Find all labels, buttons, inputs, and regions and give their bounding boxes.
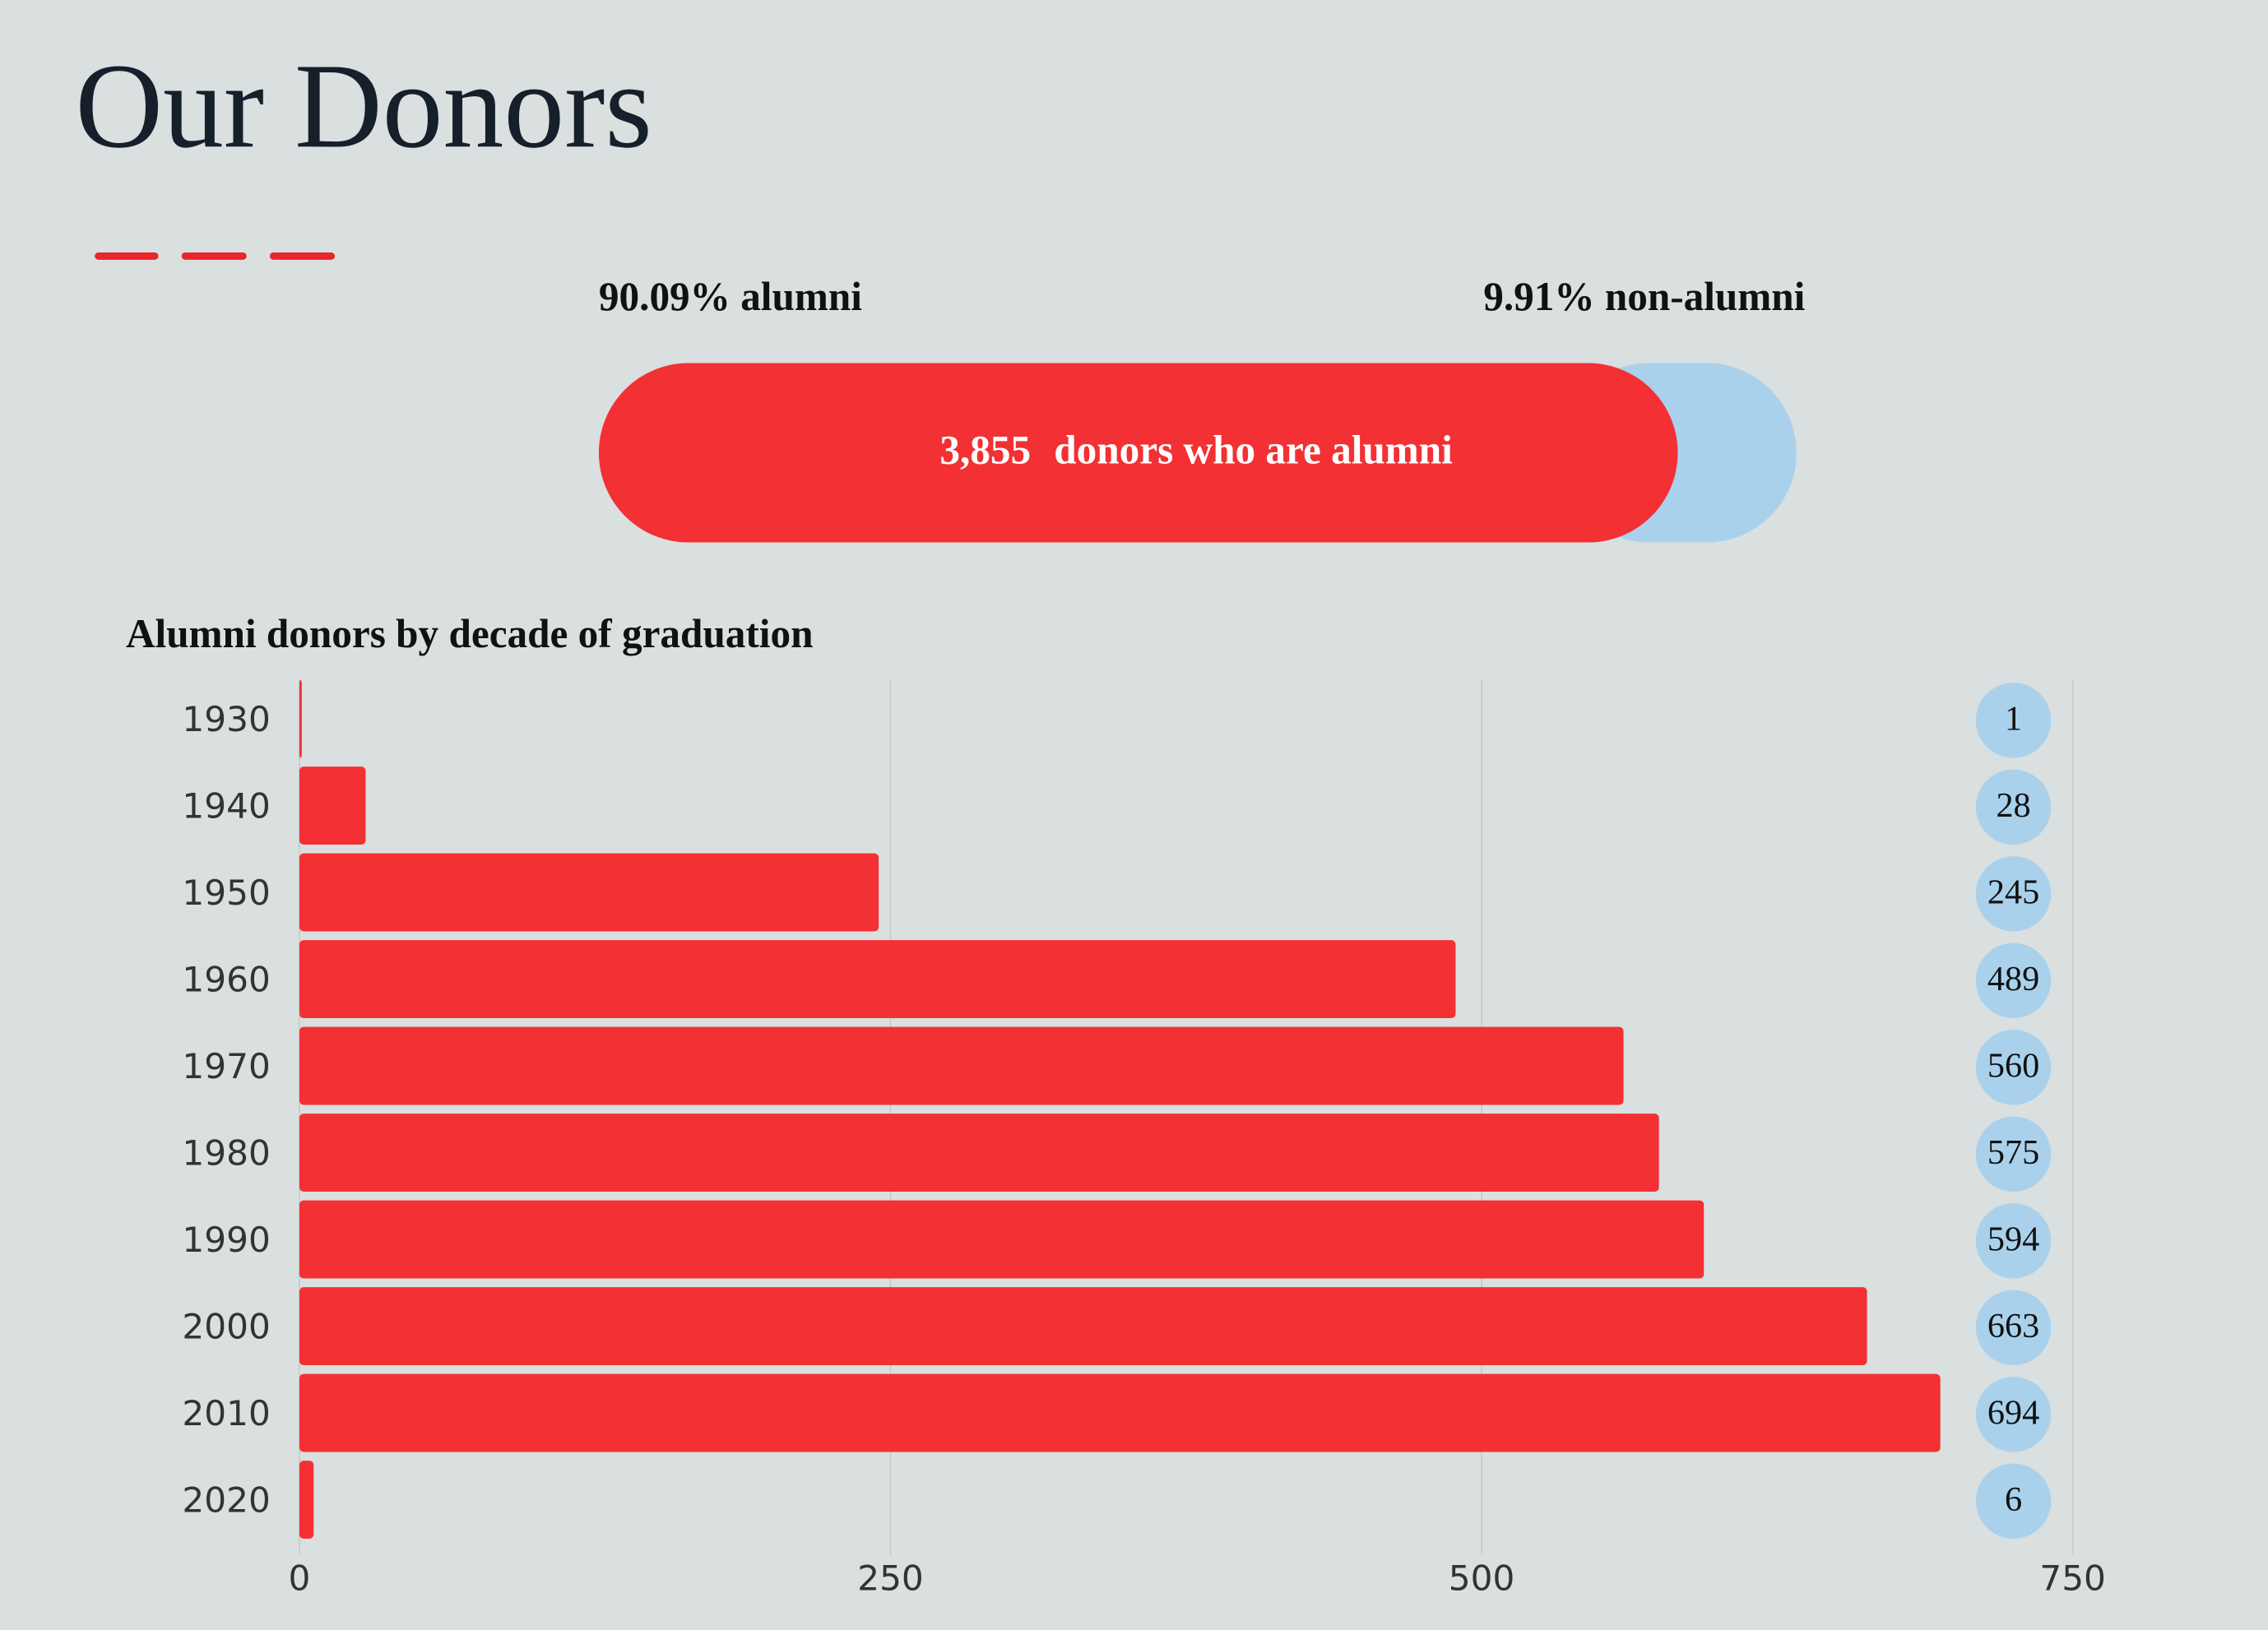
y-tick-label: 1990 xyxy=(182,1220,270,1260)
bar xyxy=(299,940,1456,1019)
y-tick-label: 1980 xyxy=(182,1133,270,1174)
value-label: 663 xyxy=(1987,1307,2039,1345)
split-segment xyxy=(598,363,1678,543)
y-tick-label: 1970 xyxy=(182,1046,270,1086)
annotation-value: 3,855 xyxy=(939,428,1031,473)
x-tick-label: 0 xyxy=(289,1558,311,1599)
y-tick-label: 1940 xyxy=(182,786,270,827)
x-tick-label: 500 xyxy=(1449,1558,1515,1599)
y-tick-label: 1930 xyxy=(182,699,270,739)
value-badge xyxy=(1975,856,2052,932)
x-tick-label: 250 xyxy=(857,1558,924,1599)
value-label: 575 xyxy=(1987,1133,2039,1172)
non-alumni-label: 9.91% non-alumni xyxy=(1483,274,1805,319)
bar xyxy=(299,1287,1867,1366)
value-label: 694 xyxy=(1987,1393,2039,1432)
page-title: Our Donors xyxy=(75,38,652,173)
value-badge xyxy=(1975,683,2052,758)
bar xyxy=(299,1200,1704,1279)
chart-title: Alumni donors by decade of graduation xyxy=(126,611,813,656)
value-label: 1 xyxy=(2005,699,2022,738)
value-label: 6 xyxy=(2005,1480,2022,1519)
y-tick-label: 1960 xyxy=(182,960,270,1000)
bar xyxy=(299,766,366,845)
x-tick-label: 750 xyxy=(2039,1558,2106,1599)
y-tick-label: 1950 xyxy=(182,873,270,913)
value-label: 245 xyxy=(1987,873,2039,911)
value-badge xyxy=(1975,942,2052,1019)
alumni-label: 90.09% alumni xyxy=(599,274,862,319)
bar xyxy=(299,1461,314,1540)
bar xyxy=(299,853,879,932)
value-label: 560 xyxy=(1987,1046,2039,1085)
value-badge xyxy=(1975,1463,2052,1540)
bar xyxy=(299,1373,1941,1452)
value-badge xyxy=(1975,1203,2052,1279)
value-label: 489 xyxy=(1987,960,2039,998)
y-tick-label: 2020 xyxy=(182,1480,270,1521)
y-tick-label: 2000 xyxy=(182,1307,270,1347)
annotation-text: donors who are alumni xyxy=(1054,428,1453,473)
value-badge xyxy=(1975,1377,2052,1452)
value-badge xyxy=(1975,769,2052,845)
annotation: 3,855 donors who are alumni xyxy=(939,428,1452,473)
bar xyxy=(299,679,302,758)
value-badge xyxy=(1975,1290,2052,1366)
y-tick-label: 2010 xyxy=(182,1393,270,1433)
value-label: 28 xyxy=(1996,786,2030,825)
value-badge xyxy=(1975,1116,2052,1192)
bar xyxy=(299,1114,1659,1192)
value-badge xyxy=(1975,1030,2052,1105)
value-label: 594 xyxy=(1987,1220,2039,1258)
bar xyxy=(299,1026,1624,1105)
